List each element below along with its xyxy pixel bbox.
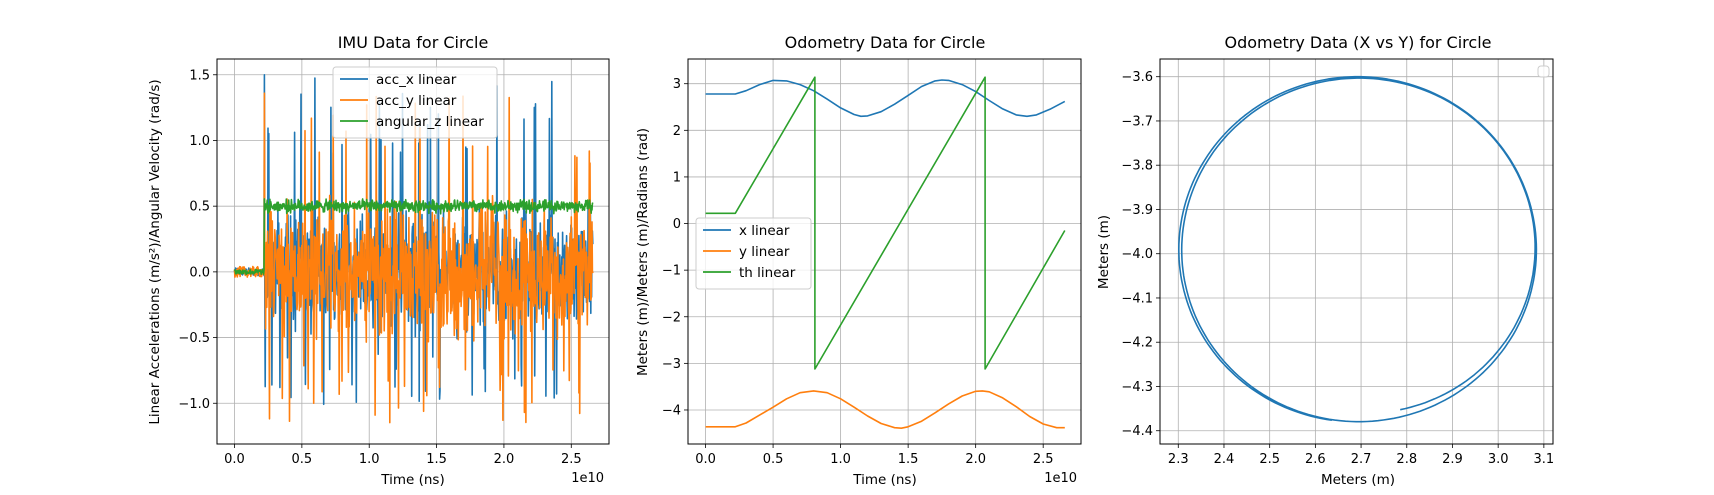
axes-frame <box>216 58 610 445</box>
series-line-0 <box>1178 75 1538 423</box>
x-tick-label: 2.3 <box>1168 452 1189 467</box>
gridlines <box>1160 59 1553 444</box>
x-tick-label: 2.4 <box>1214 452 1235 467</box>
y-axis-label: Meters (m)/Meters (m)/Radians (rad) <box>635 128 651 376</box>
y-tick-label: −1 <box>662 264 681 279</box>
x-tick-label: 0.5 <box>763 452 784 467</box>
y-tick-label: 1 <box>673 170 681 185</box>
x-tick-label: 2.6 <box>1305 452 1326 467</box>
y-tick-label: −3.7 <box>1121 114 1153 129</box>
y-tick-label: −3.6 <box>1121 70 1153 85</box>
chart-title: Odometry Data (X vs Y) for Circle <box>1225 33 1492 52</box>
x-tick-label: 2.5 <box>1033 452 1054 467</box>
ticks: 2.3 2.4 2.5 2.6 2.7 2.8 2.9 3.0 3.1 −4.4 −4.3 −4.2 −… <box>1121 70 1554 467</box>
y-tick-label: 3 <box>673 77 681 92</box>
x-offset-text: 1e10 <box>571 471 604 486</box>
ticks: 0.0 0.5 1.0 1.5 2.0 2.5 −4 −3 −2 −1 0 1 2 3 <box>662 77 1054 467</box>
y-tick-label: −2 <box>662 310 681 325</box>
legend-label: y linear <box>739 244 790 260</box>
y-tick-label: 1.0 <box>189 134 210 149</box>
odometry-time-chart: Odometry Data for Circle Time (ns) Meter… <box>635 33 1082 488</box>
y-tick-label: −3 <box>662 357 681 372</box>
chart-title: IMU Data for Circle <box>338 33 489 52</box>
x-tick-label: 2.0 <box>965 452 986 467</box>
legend-label: x linear <box>739 223 790 239</box>
y-tick-label: −4.1 <box>1121 291 1153 306</box>
gridlines <box>688 59 1081 444</box>
axes-frame <box>687 58 1082 445</box>
series-group <box>233 74 594 424</box>
legend-box <box>332 66 498 139</box>
x-axis-label: Time (ns) <box>852 472 916 488</box>
imu-chart: IMU Data for Circle Time (ns) Linear Acc… <box>147 33 610 488</box>
x-tick-label: 0.0 <box>224 452 245 467</box>
legend-label: acc_x linear <box>376 72 457 88</box>
legend <box>1537 65 1550 78</box>
ticks: 0.0 0.5 1.0 1.5 2.0 2.5 −1.0 −0.5 0.0 0.5 1.0 1.5 <box>178 68 581 467</box>
x-tick-label: 1.5 <box>898 452 919 467</box>
x-tick-label: 1.0 <box>830 452 851 467</box>
legend: x linear y linear th linear <box>695 217 812 290</box>
y-tick-label: −0.5 <box>178 331 210 346</box>
x-tick-label: 2.8 <box>1396 452 1417 467</box>
x-axis-label: Meters (m) <box>1321 472 1395 488</box>
series-line-1 <box>705 390 1065 429</box>
y-tick-label: −4.4 <box>1121 424 1153 439</box>
axes-frame <box>1159 58 1554 445</box>
series-group <box>1178 75 1538 423</box>
y-tick-label: 0.0 <box>189 265 210 280</box>
y-tick-label: −1.0 <box>178 397 210 412</box>
y-tick-label: 0 <box>673 217 681 232</box>
x-tick-label: 2.0 <box>494 452 515 467</box>
x-tick-label: 2.7 <box>1351 452 1372 467</box>
series-line-1 <box>233 92 594 424</box>
legend-label: acc_y linear <box>376 93 457 109</box>
x-offset-text: 1e10 <box>1044 471 1077 486</box>
y-axis-label: Linear Accelerations (m/s²)/Angular Velo… <box>147 79 163 424</box>
x-tick-label: 2.5 <box>561 452 582 467</box>
legend-label: th linear <box>739 265 796 281</box>
series-line-2 <box>705 76 1066 370</box>
series-line-0 <box>705 79 1066 118</box>
x-tick-label: 0.0 <box>695 452 716 467</box>
x-tick-label: 2.5 <box>1259 452 1280 467</box>
legend-box <box>1537 65 1550 78</box>
y-axis-label: Meters (m) <box>1096 215 1112 289</box>
legend: acc_x linear acc_y linear angular_z linear <box>332 66 498 139</box>
x-tick-label: 0.5 <box>292 452 313 467</box>
y-tick-label: −4.2 <box>1121 336 1153 351</box>
odometry-xy-chart: Odometry Data (X vs Y) for Circle Meters… <box>1096 33 1554 488</box>
x-tick-label: 2.9 <box>1442 452 1463 467</box>
series-group <box>705 76 1066 429</box>
x-tick-label: 1.0 <box>359 452 380 467</box>
y-tick-label: 1.5 <box>189 68 210 83</box>
y-tick-label: −3.8 <box>1121 159 1153 174</box>
legend-label: angular_z linear <box>376 114 484 130</box>
y-tick-label: 0.5 <box>189 200 210 215</box>
x-tick-label: 3.0 <box>1488 452 1509 467</box>
y-tick-label: −3.9 <box>1121 203 1153 218</box>
x-tick-label: 3.1 <box>1534 452 1555 467</box>
x-axis-label: Time (ns) <box>380 472 444 488</box>
series-line-2 <box>233 198 594 276</box>
x-tick-label: 1.5 <box>426 452 447 467</box>
y-tick-label: 2 <box>673 124 681 139</box>
y-tick-label: −4.3 <box>1121 380 1153 395</box>
y-tick-label: −4 <box>662 403 681 418</box>
y-tick-label: −4.0 <box>1121 247 1153 262</box>
chart-title: Odometry Data for Circle <box>785 33 986 52</box>
